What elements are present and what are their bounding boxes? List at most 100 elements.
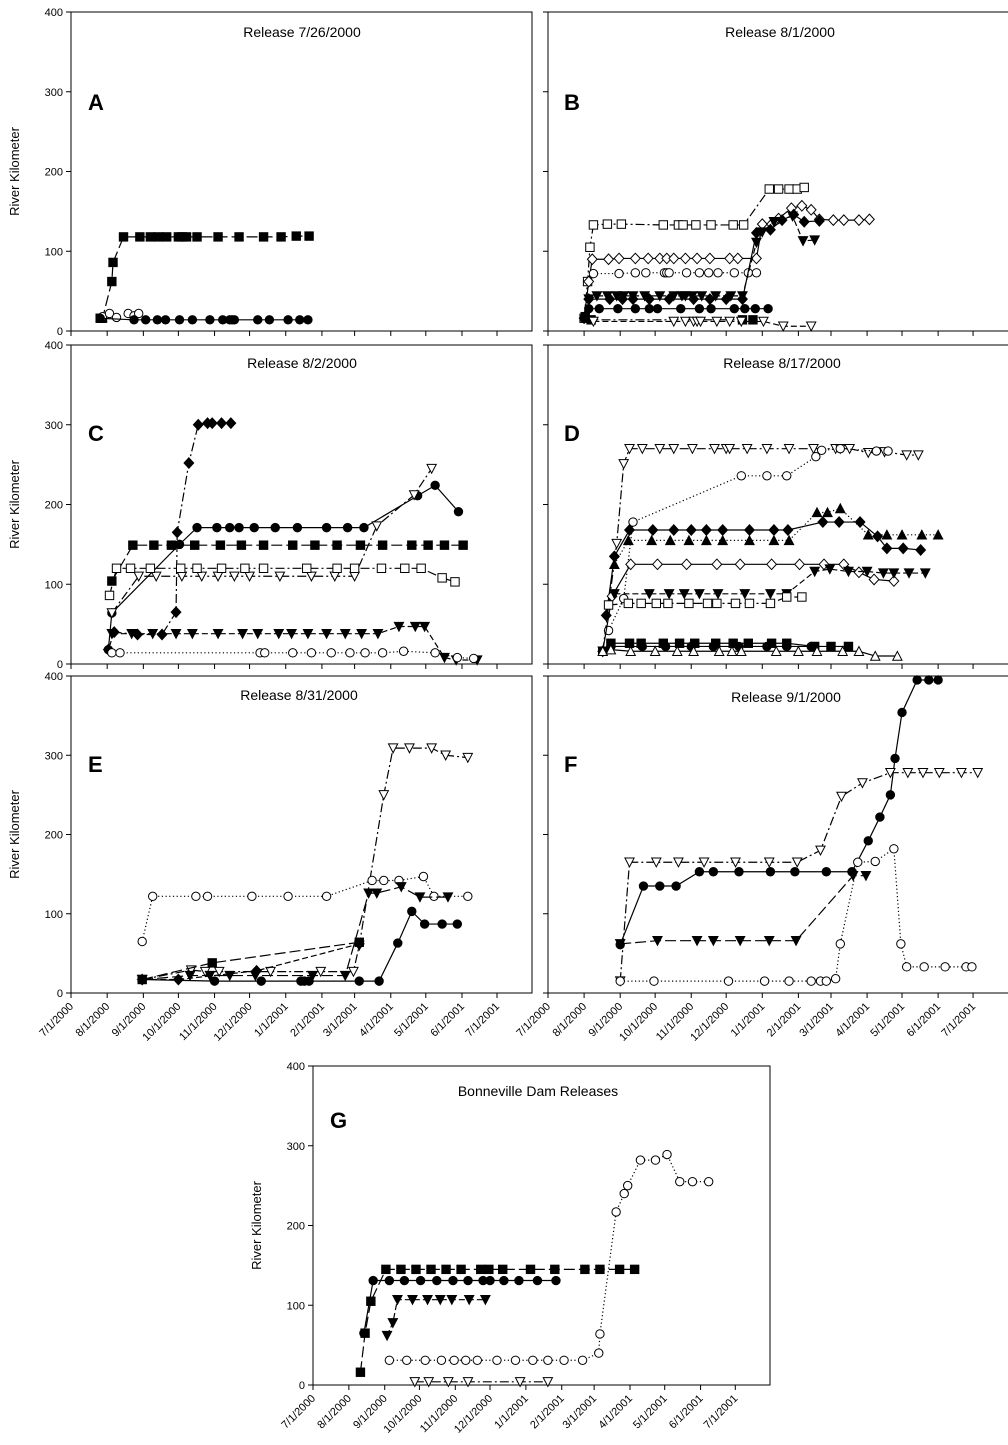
- data-point: [642, 252, 654, 265]
- data-point: [307, 970, 319, 982]
- data-series: [583, 208, 825, 306]
- data-point: [862, 529, 874, 540]
- data-point: [355, 1367, 366, 1377]
- data-point: [528, 1355, 538, 1365]
- y-tick-label: 100: [45, 909, 63, 921]
- data-point: [784, 184, 794, 194]
- panel-title: Release 8/31/2000: [240, 687, 358, 703]
- data-point: [276, 232, 286, 242]
- data-point: [292, 522, 303, 533]
- data-point: [784, 976, 794, 986]
- data-point: [291, 231, 301, 241]
- data-point: [903, 568, 915, 579]
- data-point: [229, 315, 240, 325]
- data-point: [685, 524, 697, 537]
- y-axis-label: River Kilometer: [7, 789, 22, 879]
- data-point: [863, 213, 875, 226]
- data-point: [782, 641, 792, 652]
- data-series: [102, 417, 237, 656]
- data-point: [613, 252, 625, 265]
- data-point: [762, 641, 772, 652]
- data-point: [118, 232, 129, 242]
- data-point: [147, 891, 158, 902]
- data-point: [463, 891, 473, 902]
- data-point: [363, 888, 375, 899]
- data-point: [860, 871, 872, 882]
- panel-G: 0 100 200 300 400 River Kilometer 7/1/20008/1/…: [249, 1061, 771, 1436]
- data-point: [650, 1155, 661, 1165]
- data-point: [750, 303, 760, 314]
- data-point: [625, 645, 637, 656]
- data-point: [636, 598, 646, 609]
- data-point: [815, 845, 826, 857]
- data-point: [387, 743, 399, 754]
- data-point: [399, 1275, 410, 1286]
- panel-F: 7/1/20008/1/20009/1/200010/1/200011/1/20…: [514, 675, 1008, 1044]
- data-point: [551, 1275, 561, 1286]
- data-point: [811, 451, 821, 462]
- data-point: [228, 571, 240, 582]
- data-point: [384, 1275, 395, 1286]
- data-point: [732, 252, 744, 265]
- data-point: [890, 753, 900, 764]
- data-point: [668, 252, 680, 265]
- data-series: [107, 646, 479, 664]
- data-point: [398, 646, 409, 656]
- data-point: [743, 524, 755, 537]
- data-point: [187, 315, 198, 325]
- data-point: [836, 791, 847, 803]
- data-point: [614, 1264, 625, 1275]
- data-point: [145, 563, 156, 573]
- data-point: [624, 638, 635, 648]
- data-point: [236, 540, 247, 550]
- data-point: [770, 645, 782, 656]
- data-point: [704, 268, 714, 278]
- data-point: [585, 242, 595, 252]
- series-line: [602, 649, 898, 657]
- panel-D: D Release 8/17/2000: [543, 344, 1008, 669]
- data-series: [95, 313, 313, 325]
- data-point: [395, 882, 407, 893]
- data-point: [135, 232, 145, 242]
- data-point: [150, 571, 162, 582]
- x-tick-label: 10/1/2000: [381, 1393, 424, 1436]
- x-tick-label: 2/1/2001: [765, 1001, 804, 1040]
- x-tick-label: 2/1/2001: [528, 1393, 567, 1432]
- data-point: [763, 303, 773, 314]
- data-point: [206, 417, 218, 430]
- data-point: [703, 1176, 714, 1187]
- x-tick-label: 1/1/2001: [252, 1001, 291, 1040]
- data-point: [643, 589, 655, 600]
- data-series: [359, 1275, 561, 1338]
- data-point: [339, 970, 351, 982]
- data-point: [821, 976, 832, 986]
- data-point: [811, 506, 823, 518]
- data-point: [448, 1275, 458, 1286]
- series-line: [100, 235, 310, 319]
- data-point: [724, 443, 736, 455]
- series-line: [619, 772, 978, 982]
- x-tick-label: 5/1/2001: [631, 1393, 670, 1432]
- data-point: [532, 1275, 543, 1286]
- data-point: [649, 645, 661, 656]
- data-series: [603, 592, 807, 610]
- data-point: [602, 219, 613, 229]
- data-point: [674, 638, 685, 648]
- data-point: [635, 1155, 646, 1165]
- data-point: [174, 539, 185, 550]
- data-point: [649, 976, 659, 986]
- data-point: [675, 1176, 685, 1187]
- plot-frame: [547, 344, 1008, 665]
- data-point: [704, 252, 716, 265]
- data-point: [430, 480, 440, 491]
- series-line: [142, 941, 360, 981]
- data-point: [166, 540, 177, 550]
- data-point: [126, 628, 138, 640]
- data-point: [706, 220, 716, 230]
- x-tick-label: 5/1/2001: [392, 1001, 431, 1040]
- panel-E: 0 100 200 300 400 River Kilometer 7/1/20008/1/…: [7, 671, 533, 1044]
- data-point: [498, 1264, 508, 1275]
- data-point: [176, 563, 186, 573]
- data-point: [694, 867, 705, 877]
- data-point: [630, 303, 641, 314]
